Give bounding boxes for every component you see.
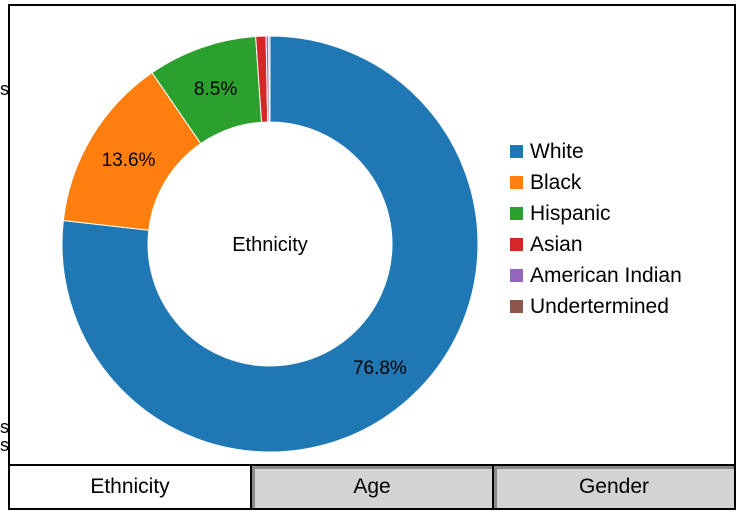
edge-text-fragment: s xyxy=(0,417,9,437)
slice-value-labels: 76.8% 13.6% 8.5% xyxy=(102,79,407,379)
legend-label: Asian xyxy=(530,233,583,256)
donut-slices xyxy=(61,35,479,453)
edge-text-fragment: s xyxy=(0,79,9,99)
donut-slice-undertermined xyxy=(268,35,271,123)
legend-label: Hispanic xyxy=(530,202,611,225)
tab-age[interactable]: Age xyxy=(250,466,492,508)
legend-swatch xyxy=(510,238,523,251)
slice-value-label: 8.5% xyxy=(194,79,237,100)
chart-panel: 76.8% 13.6% 8.5% Ethnicity White Black Hispa… xyxy=(8,4,736,466)
chart-legend: White Black Hispanic Asian American Indian Un… xyxy=(510,140,682,318)
edge-text-fragment: s xyxy=(0,435,9,455)
legend-item: Hispanic xyxy=(510,202,611,225)
legend-swatch xyxy=(510,176,523,189)
legend-swatch xyxy=(510,269,523,282)
donut-slice-white xyxy=(61,35,479,453)
legend-item: Asian xyxy=(510,233,583,256)
legend-label: American Indian xyxy=(530,264,682,287)
tab-ethnicity[interactable]: Ethnicity xyxy=(10,466,250,508)
legend-swatch xyxy=(510,300,523,313)
legend-label: Undertermined xyxy=(530,295,669,318)
donut-center-label: Ethnicity xyxy=(232,234,308,256)
slice-value-label: 13.6% xyxy=(102,150,156,171)
legend-item: Undertermined xyxy=(510,295,669,318)
legend-item: White xyxy=(510,140,584,163)
legend-label: Black xyxy=(530,171,582,194)
chart-tabs: Ethnicity Age Gender xyxy=(8,466,736,510)
slice-value-label: 76.8% xyxy=(353,358,407,379)
tab-gender[interactable]: Gender xyxy=(492,466,734,508)
legend-swatch xyxy=(510,145,523,158)
legend-item: American Indian xyxy=(510,264,682,287)
legend-item: Black xyxy=(510,171,582,194)
legend-swatch xyxy=(510,207,523,220)
legend-label: White xyxy=(530,140,584,163)
donut-chart: 76.8% 13.6% 8.5% Ethnicity White Black Hispa… xyxy=(61,35,682,453)
